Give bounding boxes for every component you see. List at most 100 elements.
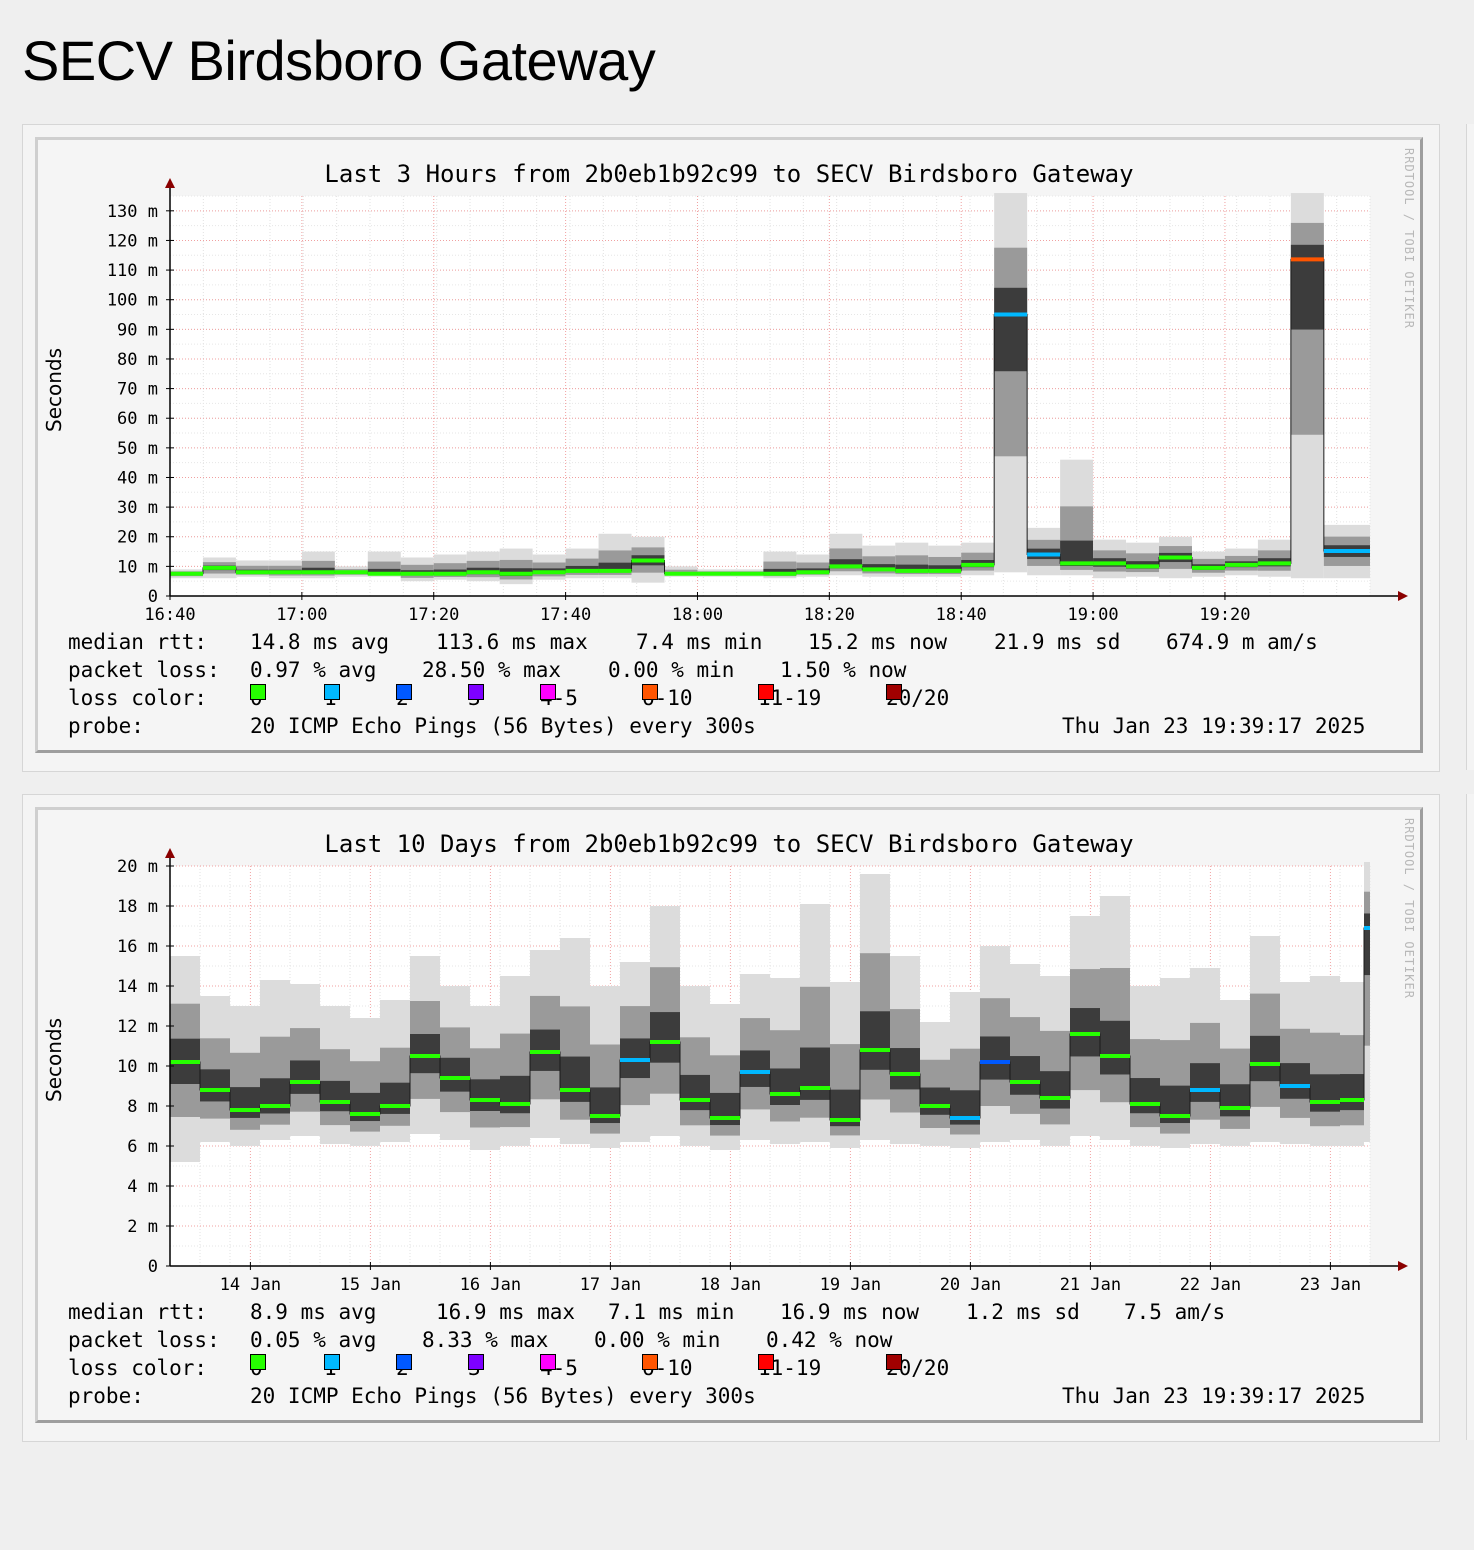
y-tick-label: 110 m (107, 261, 158, 281)
y-tick-label: 10 m (117, 557, 158, 577)
smoke-band-inner (470, 1079, 500, 1111)
loss-color-item: 20/20 (886, 1354, 949, 1382)
smoke-band-inner (500, 1075, 530, 1114)
probe-row: probe: 20 ICMP Echo Pings (56 Bytes) eve… (68, 712, 1398, 740)
smoke-band-inner (1190, 1063, 1220, 1102)
smoke-band-inner (710, 1092, 740, 1126)
probe-row: probe: 20 ICMP Echo Pings (56 Bytes) eve… (68, 1382, 1398, 1410)
x-tick-label: 21 Jan (1060, 1275, 1121, 1295)
page-title: SECV Birdsboro Gateway (22, 29, 656, 92)
y-axis-arrow (165, 178, 175, 188)
legend-label: median rtt: (68, 1300, 208, 1324)
y-tick-label: 70 m (117, 380, 158, 400)
y-tick-label: 4 m (127, 1177, 158, 1197)
rtt-sd: 1.2 ms sd (966, 1300, 1080, 1324)
smoke-band-inner (928, 565, 962, 573)
smoke-band-inner (598, 562, 632, 573)
smokeping-panel-3-hours[interactable]: 0 10 m 20 m 30 m 40 m 50 m 60 m 70 m 80 m 90 m 100… (22, 124, 1440, 772)
smoke-band-inner (860, 1011, 890, 1070)
loss-color-swatch (886, 1354, 902, 1370)
y-tick-label: 10 m (117, 1057, 158, 1077)
y-tick-label: 16 m (117, 937, 158, 957)
probe-description: 20 ICMP Echo Pings (56 Bytes) every 300s (250, 714, 756, 738)
smoke-band-inner (800, 1047, 830, 1100)
y-tick-label: 2 m (127, 1217, 158, 1237)
graph-timestamp: Thu Jan 23 19:39:17 2025 (1062, 714, 1366, 738)
smoke-band-inner (290, 1060, 320, 1094)
y-axis-label: Seconds (42, 1017, 66, 1103)
rtt-max: 16.9 ms max (436, 1300, 576, 1324)
y-tick-label: 0 (148, 587, 158, 607)
rtt-min: 7.1 ms min (608, 1300, 735, 1324)
loss-color-item: 4-5 (540, 1354, 578, 1382)
smoke-band-inner (829, 559, 863, 569)
y-tick-label: 130 m (107, 202, 158, 222)
loss-color-item: 20/20 (886, 684, 949, 712)
x-tick-label: 18 Jan (700, 1275, 761, 1295)
rtt-max: 113.6 ms max (436, 630, 588, 654)
smoke-band-inner (410, 1034, 440, 1074)
legend-label: median rtt: (68, 630, 208, 654)
smoke-band-inner (440, 1057, 470, 1092)
smoke-band-inner (895, 564, 929, 573)
x-tick-label: 14 Jan (220, 1275, 281, 1295)
chart-title: Last 10 Days from 2b0eb1b92c99 to SECV B… (324, 830, 1134, 858)
next-panel-edge (1466, 124, 1474, 770)
y-tick-label: 12 m (117, 1017, 158, 1037)
y-tick-label: 90 m (117, 320, 158, 340)
smoke-band-inner (980, 1036, 1010, 1080)
latency-graph: 0 10 m 20 m 30 m 40 m 50 m 60 m 70 m 80 m 90 m 100… (35, 137, 1423, 753)
smoke-band-inner (890, 1048, 920, 1090)
rtt-min: 7.4 ms min (636, 630, 763, 654)
probe-description: 20 ICMP Echo Pings (56 Bytes) every 300s (250, 1384, 756, 1408)
loss-color-swatch (642, 1354, 658, 1370)
loss-color-row: loss color: 0 1 2 3 4-5 6-10 11-19 20/20 (68, 684, 1398, 712)
chart-canvas: 0 2 m 4 m 6 m 8 m 10 m 12 m 14 m 16 m 18 m 20 m 14 … (117, 848, 1408, 1295)
smoke-band-inner (1100, 1020, 1130, 1075)
loss-color-item: 4-5 (540, 684, 578, 712)
x-tick-label: 18:20 (804, 605, 855, 625)
y-tick-label: 20 m (117, 857, 158, 877)
y-tick-label: 18 m (117, 897, 158, 917)
x-axis-arrow (1398, 591, 1408, 601)
y-tick-label: 120 m (107, 231, 158, 251)
smokeping-panel-10-days[interactable]: 0 2 m 4 m 6 m 8 m 10 m 12 m 14 m 16 m 18 m 20 m 14 … (22, 794, 1440, 1442)
smoke-band-inner (680, 1074, 710, 1111)
y-tick-label: 60 m (117, 409, 158, 429)
rrdtool-watermark: RRDTOOL / TOBI OETIKER (1402, 148, 1416, 329)
rtt-now: 16.9 ms now (780, 1300, 920, 1324)
loss-min: 0.00 % min (594, 1328, 721, 1352)
chart-legend: median rtt: 8.9 ms avg 16.9 ms max 7.1 m… (68, 1298, 1398, 1410)
loss-color-swatch (540, 1354, 556, 1370)
loss-color-swatch (468, 1354, 484, 1370)
y-tick-label: 6 m (127, 1137, 158, 1157)
loss-color-swatch (886, 684, 902, 700)
rtt-amps: 7.5 am/s (1124, 1300, 1226, 1324)
loss-color-swatch (468, 684, 484, 700)
y-tick-label: 50 m (117, 439, 158, 459)
smoke-band-inner (200, 1069, 230, 1102)
smoke-band-inner (320, 1080, 350, 1112)
y-tick-label: 14 m (117, 977, 158, 997)
loss-now: 0.42 % now (766, 1328, 893, 1352)
loss-max: 8.33 % max (422, 1328, 549, 1352)
smoke-band-inner (1364, 913, 1370, 976)
loss-color-swatch (758, 1354, 774, 1370)
smoke-band-inner (1010, 1056, 1040, 1095)
loss-color-item: 11-19 (758, 684, 821, 712)
x-tick-label: 18:40 (936, 605, 987, 625)
x-tick-label: 19:00 (1067, 605, 1118, 625)
x-tick-label: 17:40 (540, 605, 591, 625)
median-rtt-row: median rtt: 14.8 ms avg 113.6 ms max 7.4… (68, 628, 1398, 656)
rtt-avg: 14.8 ms avg (250, 630, 390, 654)
loss-min: 0.00 % min (608, 658, 735, 682)
loss-color-swatch (642, 684, 658, 700)
loss-color-item: 3 (468, 1354, 484, 1382)
smoke-band-inner (770, 1068, 800, 1105)
x-tick-label: 22 Jan (1180, 1275, 1241, 1295)
loss-avg: 0.97 % avg (250, 658, 377, 682)
smoke-band-inner (380, 1082, 410, 1114)
loss-color-item: 3 (468, 684, 484, 712)
legend-label: probe: (68, 1384, 144, 1408)
x-tick-label: 19 Jan (820, 1275, 881, 1295)
